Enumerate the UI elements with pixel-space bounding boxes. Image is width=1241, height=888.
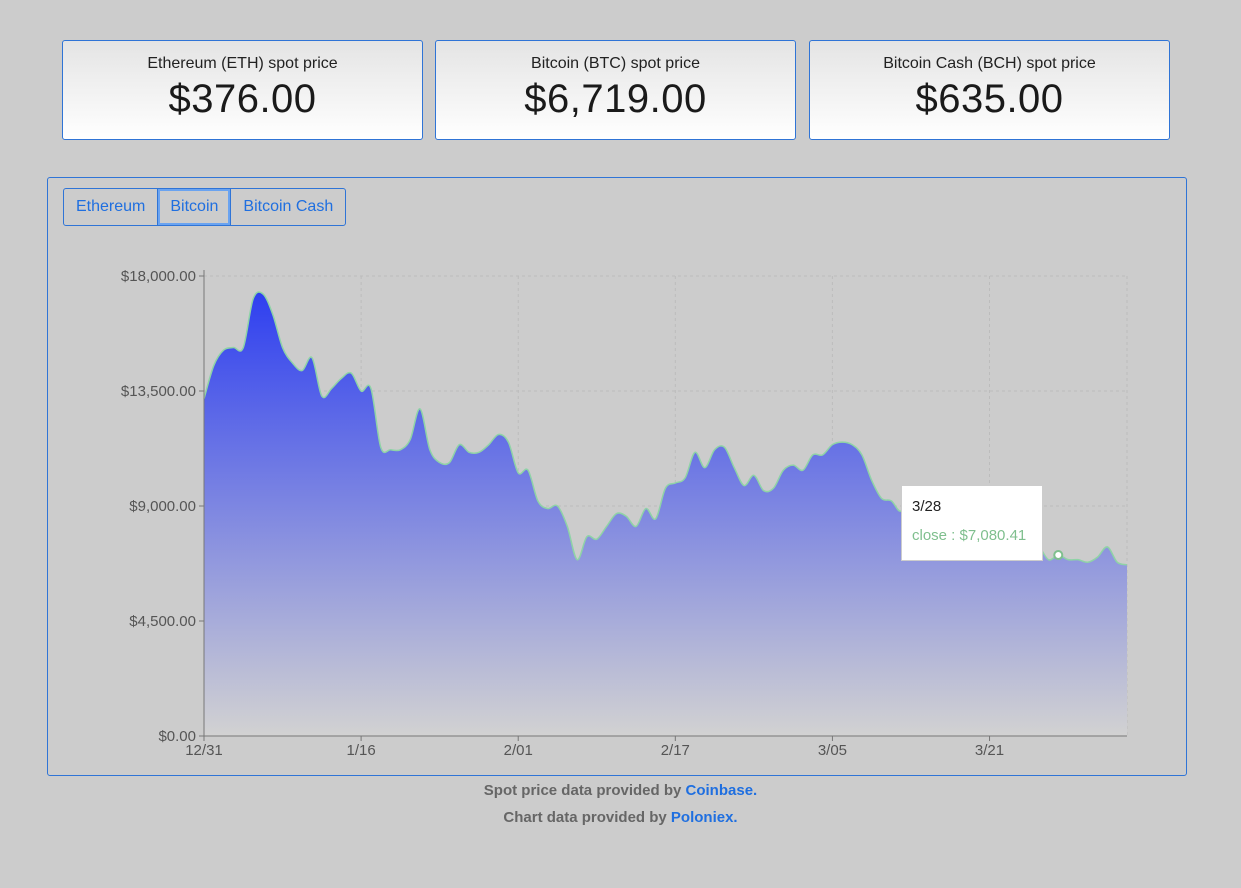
x-tick-label: 1/16: [347, 742, 376, 759]
bch-price-label: Bitcoin Cash (BCH) spot price: [883, 55, 1096, 72]
y-tick-label: $4,500.00: [129, 613, 196, 630]
tooltip-value: close : $7,080.41: [912, 527, 1027, 544]
tooltip-date: 3/28: [912, 498, 942, 515]
x-tick-label: 2/17: [661, 742, 690, 759]
eth-price-value: $376.00: [168, 77, 317, 121]
y-axis-ticks: $0.00 $4,500.00 $9,000.00 $13,500.00 $18,000…: [121, 268, 204, 745]
x-tick-label: 12/31: [185, 742, 223, 759]
chart-panel: Ethereum Bitcoin Bitcoin Cash $0.00 $4,50…: [47, 177, 1187, 776]
poloniex-link[interactable]: Poloniex.: [670, 809, 738, 826]
y-tick-label: $13,500.00: [121, 383, 196, 400]
tab-bitcoin-cash[interactable]: Bitcoin Cash: [230, 188, 347, 226]
btc-price-value: $6,719.00: [524, 77, 707, 121]
chart-credit-text: Chart data provided by: [503, 809, 667, 826]
coinbase-link[interactable]: Coinbase.: [685, 782, 758, 799]
chart-axes: [203, 270, 1127, 737]
spot-credit-text: Spot price data provided by: [483, 782, 682, 799]
bch-price-value: $635.00: [915, 77, 1064, 121]
btc-price-label: Bitcoin (BTC) spot price: [531, 55, 700, 72]
x-tick-label: 3/21: [975, 742, 1004, 759]
coin-tabs: Ethereum Bitcoin Bitcoin Cash: [63, 188, 347, 226]
y-tick-label: $0.00: [158, 728, 196, 745]
chart-tooltip: 3/28 close : $7,080.41: [901, 485, 1043, 561]
btc-price-card: Bitcoin (BTC) spot price $6,719.00: [435, 40, 796, 140]
price-area: [204, 292, 1127, 736]
y-tick-label: $9,000.00: [129, 498, 196, 515]
eth-price-label: Ethereum (ETH) spot price: [147, 55, 338, 72]
footer-chart-credit: Chart data provided by Poloniex.: [0, 809, 1241, 826]
bch-price-card: Bitcoin Cash (BCH) spot price $635.00: [809, 40, 1170, 140]
highlight-point: [1053, 550, 1064, 561]
footer-spot-credit: Spot price data provided by Coinbase.: [0, 782, 1241, 799]
eth-price-card: Ethereum (ETH) spot price $376.00: [62, 40, 423, 140]
x-tick-label: 3/05: [818, 742, 847, 759]
y-tick-label: $18,000.00: [121, 268, 196, 285]
price-chart[interactable]: $0.00 $4,500.00 $9,000.00 $13,500.00 $18,000…: [48, 178, 1186, 775]
x-tick-label: 2/01: [504, 742, 533, 759]
x-axis-ticks: 12/31 1/16 2/01 2/17 3/05 3/21: [185, 736, 1004, 759]
